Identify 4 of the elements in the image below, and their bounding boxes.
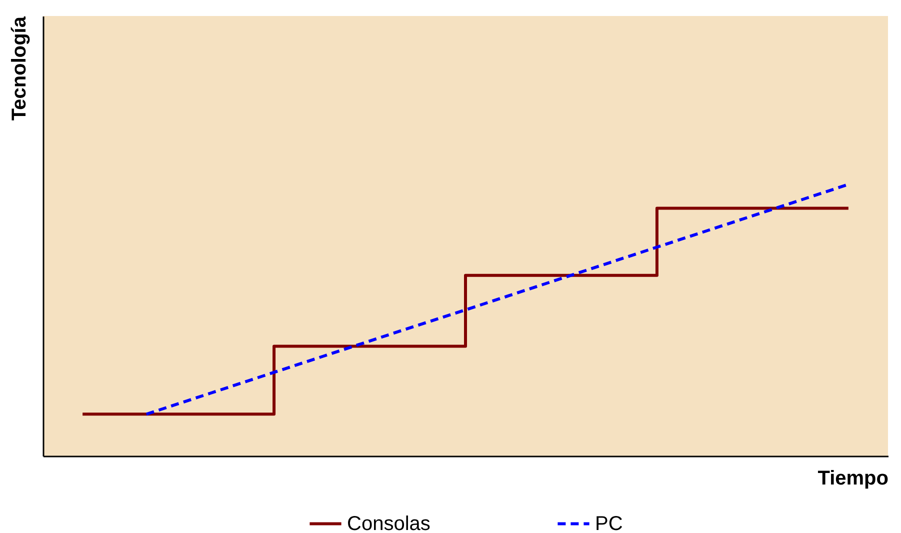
x-axis-title: Tiempo xyxy=(818,468,888,490)
legend-label: Consolas xyxy=(347,512,430,533)
legend-label: PC xyxy=(595,512,623,533)
y-axis-title: Tecnología xyxy=(8,16,30,121)
